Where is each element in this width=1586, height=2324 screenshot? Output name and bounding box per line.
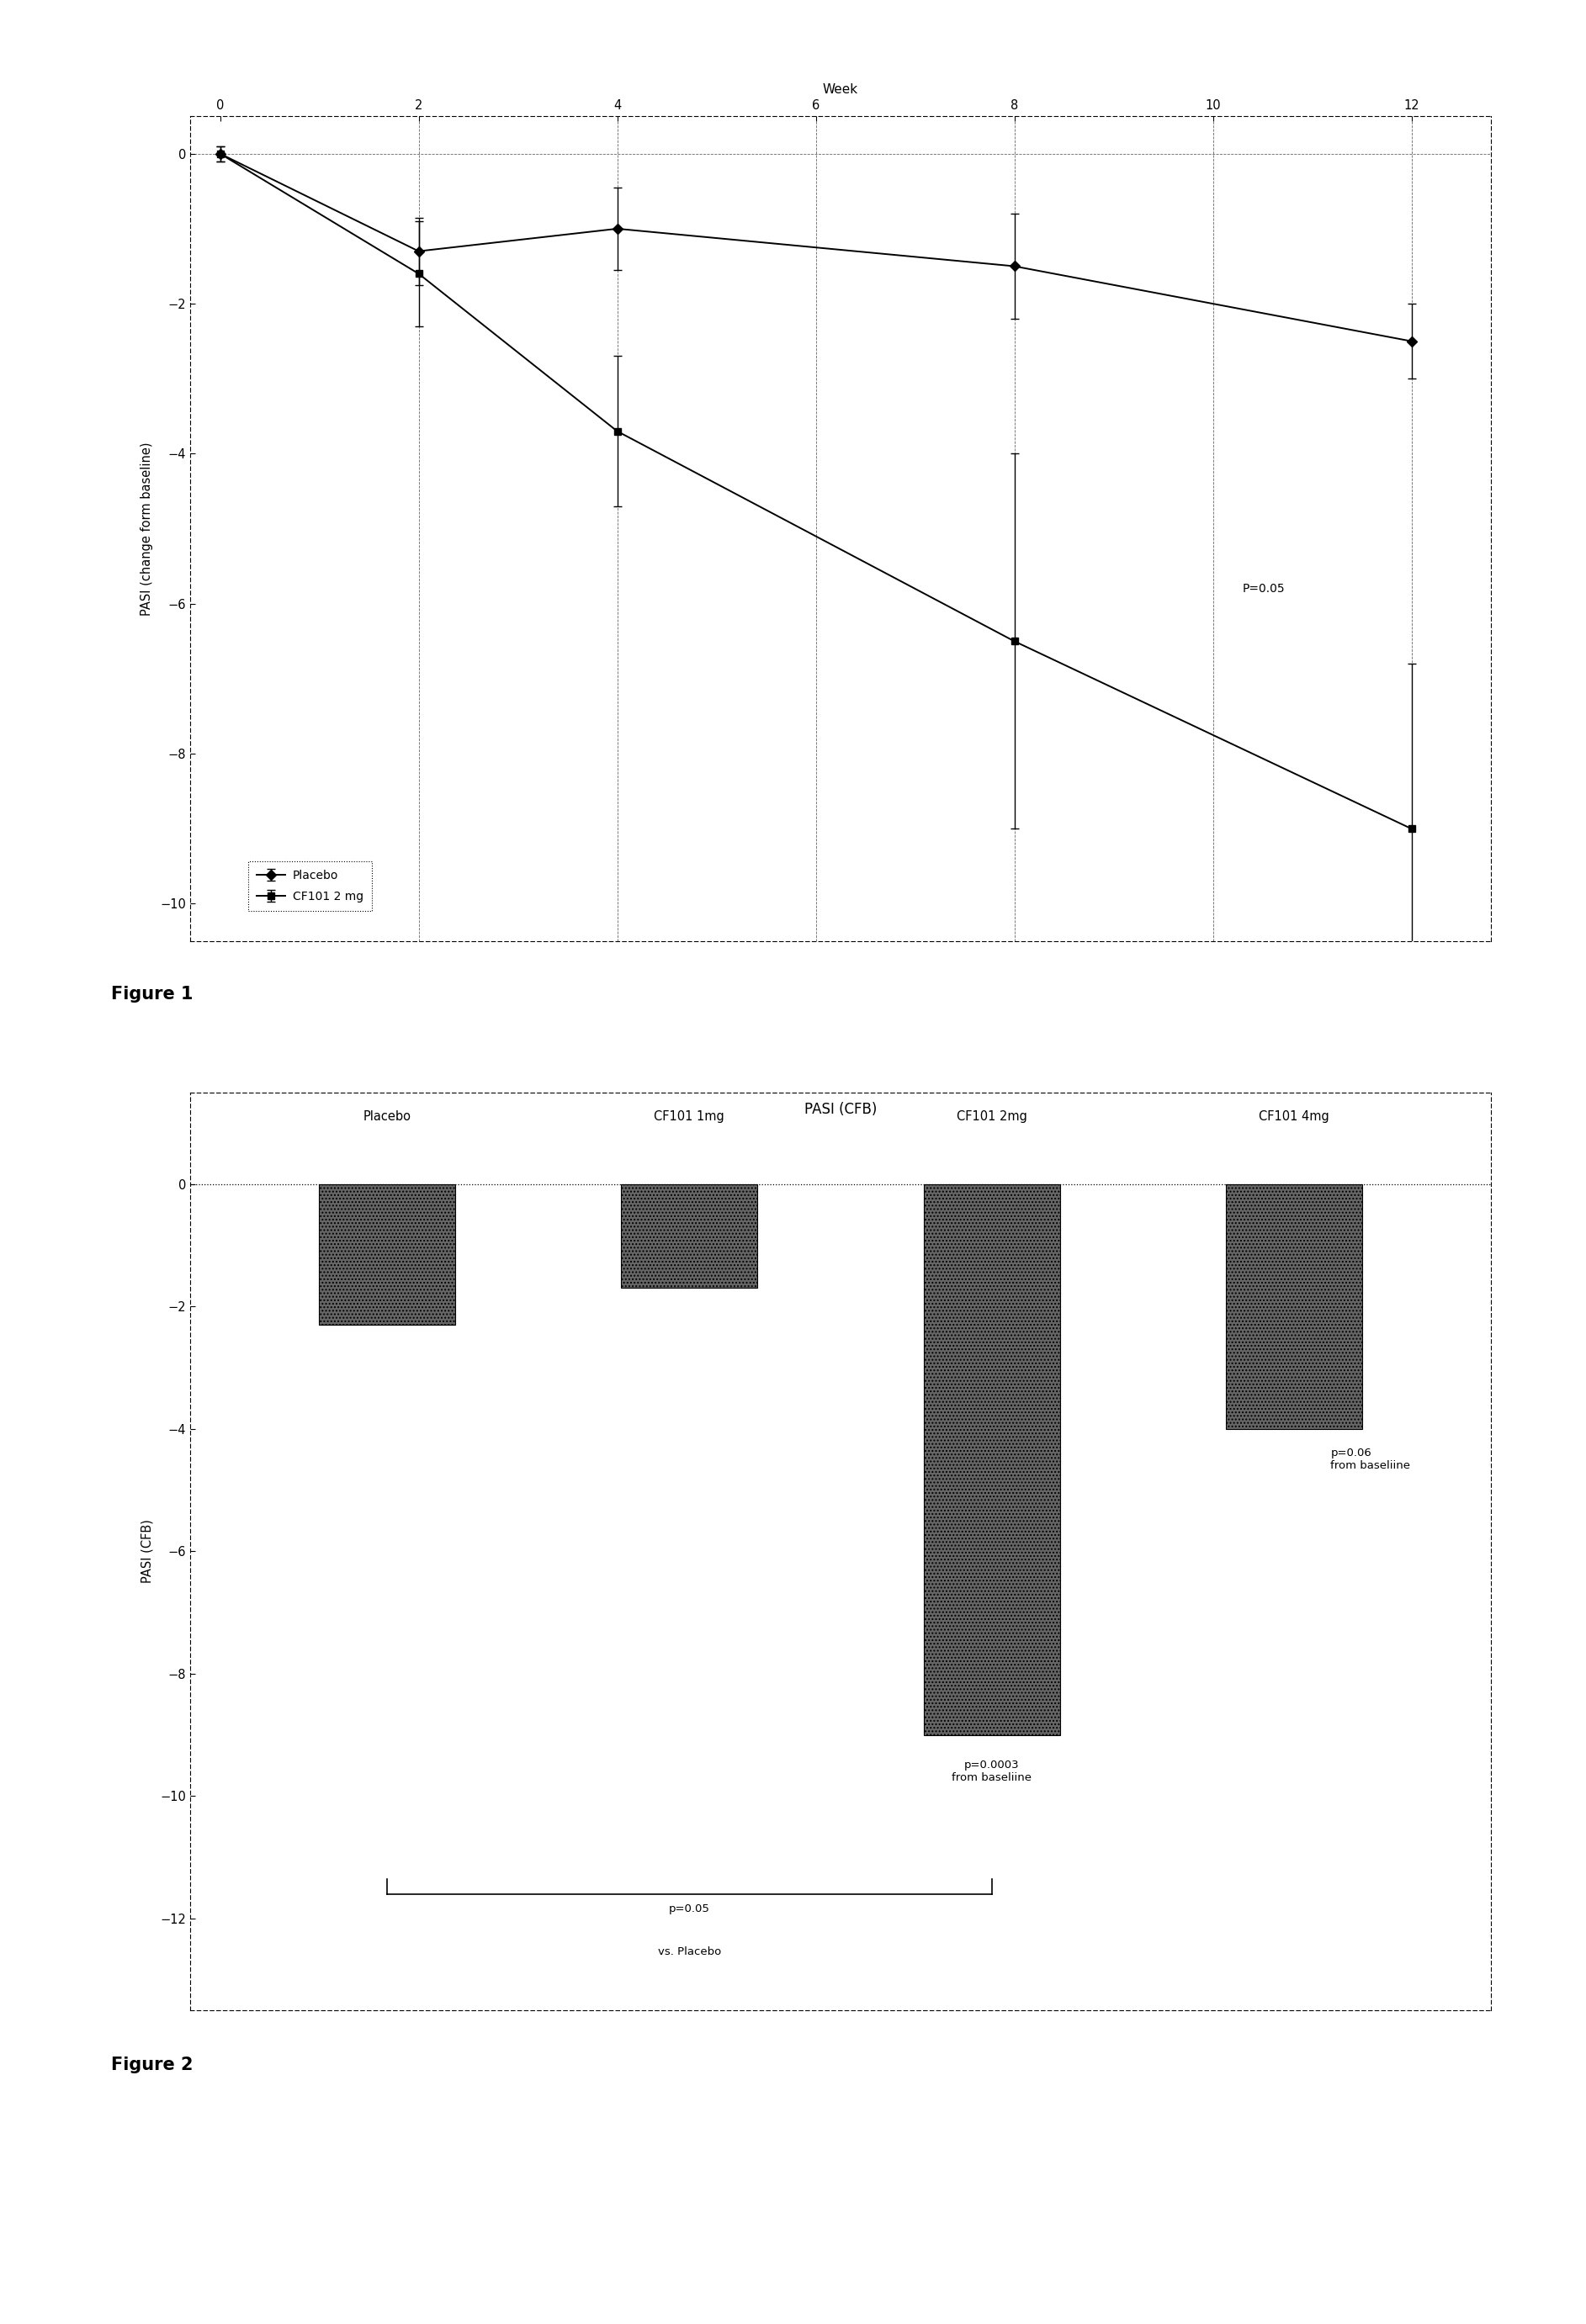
Text: CF101 1mg: CF101 1mg <box>653 1111 725 1122</box>
Text: P=0.05: P=0.05 <box>1243 583 1285 595</box>
Text: p=0.0003
from baseliine: p=0.0003 from baseliine <box>952 1759 1032 1783</box>
Y-axis label: PASI (CFB): PASI (CFB) <box>141 1520 154 1583</box>
Bar <box>622 1183 758 1287</box>
Bar <box>319 1183 455 1325</box>
Text: CF101 2mg: CF101 2mg <box>956 1111 1028 1122</box>
Text: vs. Placebo: vs. Placebo <box>658 1945 722 1957</box>
Y-axis label: PASI (change form baseline): PASI (change form baseline) <box>141 442 154 616</box>
Text: Figure 1: Figure 1 <box>111 985 193 1002</box>
Text: CF101 4mg: CF101 4mg <box>1259 1111 1329 1122</box>
Text: p=0.05: p=0.05 <box>669 1903 711 1915</box>
X-axis label: Week: Week <box>823 84 858 95</box>
Text: PASI (CFB): PASI (CFB) <box>804 1102 877 1118</box>
Text: Placebo: Placebo <box>363 1111 411 1122</box>
Legend: Placebo, CF101 2 mg: Placebo, CF101 2 mg <box>247 862 371 911</box>
Bar <box>923 1183 1059 1734</box>
Text: p=0.06
from baseliine: p=0.06 from baseliine <box>1331 1448 1410 1471</box>
Bar <box>1226 1183 1362 1429</box>
Text: Figure 2: Figure 2 <box>111 2057 193 2073</box>
